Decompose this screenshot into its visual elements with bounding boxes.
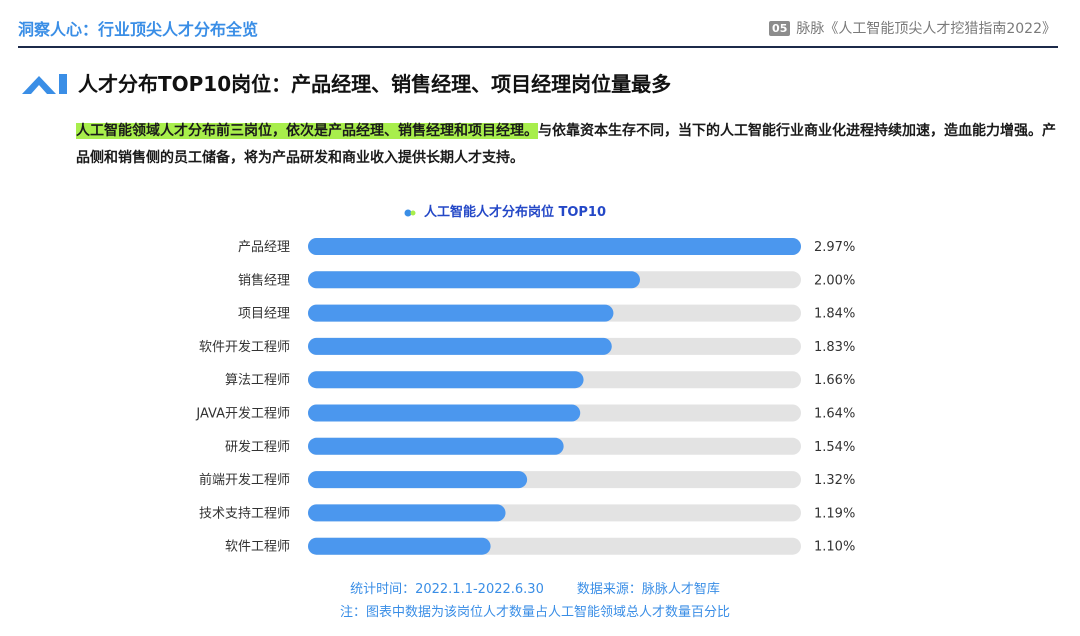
bar: [308, 537, 491, 555]
header-title: 洞察人心：行业顶尖人才分布全览: [18, 20, 259, 39]
value-label: 1.64%: [814, 407, 855, 422]
value-label: 1.10%: [814, 540, 855, 555]
chart-title: 人工智能人才分布岗位 TOP10: [0, 201, 1010, 220]
value-label: 1.66%: [814, 373, 855, 388]
category-label: 项目经理: [238, 307, 290, 322]
header-report: 05 脉脉《人工智能顶尖人才挖猎指南2022》: [769, 18, 1056, 38]
value-label: 1.54%: [814, 440, 855, 455]
footnote-note: 注：图表中数据为该岗位人才数量占人工智能领域总人才数量百分比: [339, 605, 730, 620]
section-title: 人才分布TOP10岗位：产品经理、销售经理、项目经理岗位量最多: [78, 72, 672, 96]
value-label: 1.84%: [814, 307, 855, 322]
value-label: 2.97%: [814, 240, 855, 255]
bar: [308, 371, 584, 389]
chart-title-text: 人工智能人才分布岗位 TOP10: [423, 205, 607, 220]
value-label: 2.00%: [814, 273, 855, 288]
footnote-source: 统计时间：2022.1.1-2022.6.30 数据来源：脉脉人才智库: [350, 582, 720, 597]
bar: [308, 404, 581, 422]
category-label: 前端开发工程师: [199, 472, 290, 488]
highlight-text: 人工智能领域人才分布前三岗位，依次是产品经理、销售经理和项目经理。: [76, 123, 538, 139]
value-label: 1.19%: [814, 506, 855, 521]
section-logo-icon: [22, 73, 67, 94]
chart-title-dot-icon: [404, 209, 416, 216]
bar: [308, 238, 801, 255]
body-text: 与依靠资本生存不同，当下的人工智能行业商业化进程持续加速，造血能力增强。产品侧和…: [76, 123, 1056, 166]
bar: [308, 471, 528, 489]
category-label: 产品经理: [238, 240, 290, 255]
category-label: 算法工程师: [225, 373, 290, 388]
category-label: 软件工程师: [225, 540, 290, 555]
bar: [308, 304, 614, 322]
category-label: 技术支持工程师: [199, 506, 290, 521]
value-label: 1.32%: [814, 473, 855, 488]
category-label: JAVA开发工程师: [195, 406, 290, 422]
page-number: 05: [769, 20, 791, 36]
bar: [308, 271, 640, 289]
bar: [308, 437, 564, 455]
category-label: 软件开发工程师: [199, 339, 290, 355]
category-label: 销售经理: [238, 272, 290, 288]
bar: [308, 504, 506, 522]
report-title: 脉脉《人工智能顶尖人才挖猎指南2022》: [796, 21, 1056, 37]
bar-chart: 产品经理 2.97% 销售经理 2.00% 项目经理 1.84% 软件开发工程师 1.83% 算…: [195, 238, 855, 555]
header-divider: [18, 46, 1058, 48]
category-label: 研发工程师: [225, 439, 290, 455]
value-label: 1.83%: [814, 340, 855, 355]
section-body: 人工智能领域人才分布前三岗位，依次是产品经理、销售经理和项目经理。与依靠资本生存…: [76, 118, 1061, 172]
section-heading: 人才分布TOP10岗位：产品经理、销售经理、项目经理岗位量最多: [22, 68, 671, 97]
bar: [308, 337, 612, 355]
